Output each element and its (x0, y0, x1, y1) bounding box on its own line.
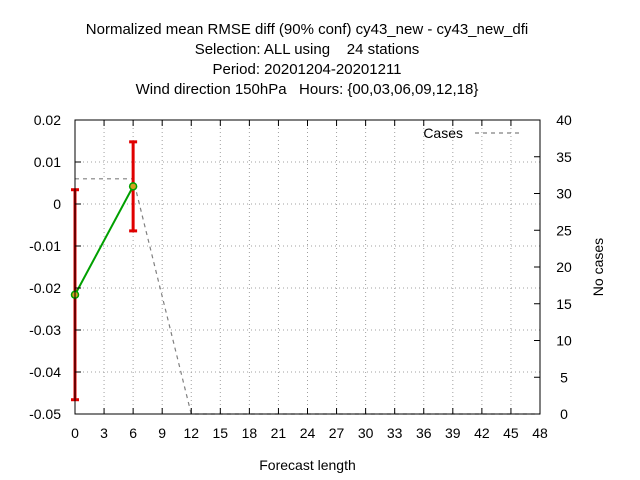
x-tick-label-6: 6 (129, 425, 137, 441)
chart-title: Normalized mean RMSE diff (90% conf) cy4… (86, 21, 528, 98)
axis-ticks (74, 119, 541, 415)
x-tick-label-15: 15 (213, 425, 229, 441)
x-tick-label-18: 18 (242, 425, 258, 441)
x-tick-label-36: 36 (416, 425, 432, 441)
grid (75, 120, 540, 414)
y-tick-label-4: -0.01 (29, 238, 61, 254)
x-tick-label-45: 45 (503, 425, 519, 441)
title-line-3: Wind direction 150hPa Hours: {00,03,06,0… (136, 81, 479, 98)
y2-tick-label-20: 20 (556, 259, 572, 275)
x-tick-label-0: 0 (71, 425, 79, 441)
x-tick-label-48: 48 (532, 425, 548, 441)
title-line-1: Selection: ALL using 24 stations (195, 41, 420, 58)
x-tick-label-3: 3 (100, 425, 108, 441)
y-tick-label-5: 0 (53, 196, 61, 212)
x-tick-label-30: 30 (358, 425, 374, 441)
y-tick-labels: -0.05 -0.04 -0.03 -0.02 -0.01 0 0.01 0.02 (29, 112, 61, 422)
y-tick-label-2: -0.03 (29, 322, 61, 338)
data-point-1 (128, 182, 138, 191)
y2-tick-label-0: 0 (560, 406, 568, 422)
y2-tick-label-5: 5 (560, 369, 568, 385)
x-tick-label-42: 42 (474, 425, 490, 441)
y-tick-label-0: -0.05 (29, 406, 61, 422)
y2-tick-label-15: 15 (556, 296, 572, 312)
y2-tick-label-10: 10 (556, 333, 572, 349)
legend: Cases (423, 125, 520, 141)
y-tick-label-1: -0.04 (29, 364, 61, 380)
y2-axis-label: No cases (590, 238, 606, 296)
title-line-2: Period: 20201204-20201211 (212, 61, 401, 78)
legend-label-cases: Cases (423, 125, 463, 141)
x-tick-labels: 0 3 6 9 12 15 18 21 24 27 30 33 36 39 42 45 48 (71, 425, 548, 441)
y2-tick-label-40: 40 (556, 112, 572, 128)
title-line-0: Normalized mean RMSE diff (90% conf) cy4… (86, 21, 528, 38)
x-axis-label: Forecast length (259, 457, 356, 473)
y2-tick-label-25: 25 (556, 222, 572, 238)
x-tick-label-12: 12 (183, 425, 199, 441)
y-tick-label-3: -0.02 (29, 280, 61, 296)
x-tick-label-24: 24 (300, 425, 316, 441)
x-tick-label-39: 39 (445, 425, 461, 441)
y2-tick-label-30: 30 (556, 186, 572, 202)
rmse-diff-line (74, 185, 135, 296)
y2-tick-label-35: 35 (556, 149, 572, 165)
x-tick-label-27: 27 (329, 425, 345, 441)
y-tick-label-7: 0.02 (34, 112, 61, 128)
y-tick-label-6: 0.01 (34, 154, 61, 170)
y2-tick-labels: 0 5 10 15 20 25 30 35 40 (556, 112, 572, 422)
x-tick-label-33: 33 (387, 425, 403, 441)
x-tick-label-21: 21 (271, 425, 287, 441)
x-tick-label-9: 9 (158, 425, 166, 441)
